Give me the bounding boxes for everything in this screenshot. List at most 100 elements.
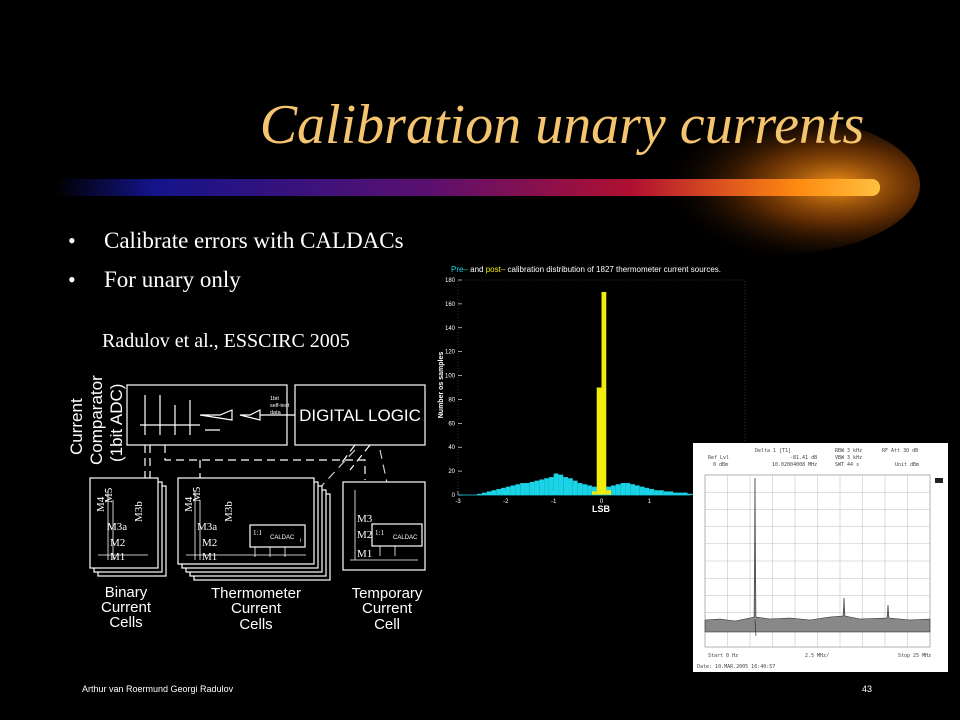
y-tick-label: 140 (445, 326, 456, 332)
binary-stack (89, 477, 167, 577)
histogram-bar (496, 489, 502, 495)
cell-labels: Binary Current Cells Thermometer Current… (101, 584, 423, 633)
histogram-bar (639, 486, 645, 495)
histogram-bar (620, 483, 626, 495)
page-number: 43 (862, 684, 872, 694)
histogram-bar (587, 485, 592, 495)
spec-text: -81.41 dB (790, 455, 817, 461)
screen-icon (935, 478, 943, 483)
title-connector: and (470, 265, 483, 274)
histogram-bar (563, 477, 569, 495)
x-tick-label: 1 (648, 499, 652, 505)
y-axis-label: Number os samples (438, 352, 445, 419)
comparator-wires (140, 395, 295, 435)
histogram-bar (520, 483, 525, 495)
histogram-bar (558, 474, 564, 495)
diagram-label: self-test (270, 403, 290, 409)
spec-text: SWT 44 s (835, 462, 859, 468)
y-tick-label: 120 (445, 350, 456, 356)
x-tick-label: -1 (551, 499, 557, 505)
y-tick-label: 0 (452, 493, 456, 499)
diagram-label: Current (362, 600, 413, 617)
x-tick-label: 0 (600, 499, 604, 505)
transistor: M5 (103, 487, 115, 503)
histogram-bar (668, 491, 674, 495)
caldac: CALDAC (393, 535, 418, 541)
slide-title: Calibration unary currents (260, 94, 865, 156)
histogram-bar (625, 483, 631, 495)
histogram-bar (553, 473, 559, 495)
diagram-label: Comparator (87, 375, 106, 465)
footer-author: Arthur van Roermund Georgi Radulov (82, 684, 234, 694)
transistor: M3a (107, 521, 127, 533)
spec-text: 2.5 MHz/ (805, 653, 829, 659)
spec-text: RBW 3 kHz (835, 448, 862, 454)
spec-text: VBW 3 kHz (835, 455, 862, 461)
histogram-bar (515, 484, 521, 495)
histogram-bar (682, 492, 688, 495)
histogram-bar (634, 485, 640, 495)
temporary-cell (342, 481, 426, 571)
title-text: calibration distribution of 1827 thermom… (508, 265, 721, 274)
histogram-bar (529, 481, 535, 495)
histogram-bar (658, 490, 664, 495)
bullet-dot: • (68, 228, 76, 253)
transistor: M2 (202, 537, 217, 549)
cell-wires (98, 490, 418, 561)
transistor: M1 (202, 551, 217, 563)
histogram-bar (481, 492, 487, 495)
caldac: CALDAC (270, 535, 295, 541)
histogram-bar (591, 491, 597, 495)
spec-text: RF Att 30 dB (882, 448, 918, 454)
citation: Radulov et al., ESSCIRC 2005 (102, 330, 350, 352)
histogram-bar (654, 490, 659, 495)
diagram-label: Cells (239, 616, 272, 633)
histogram-bar (615, 484, 621, 495)
histogram-bar (601, 291, 607, 495)
transistor: M5 (191, 486, 203, 502)
y-tick-label: 60 (448, 421, 455, 427)
logic-label: DIGITAL LOGIC (299, 406, 421, 425)
histogram-bar (491, 490, 497, 495)
transistor: M3b (223, 501, 235, 522)
spectrum-marker (754, 619, 757, 637)
thermometer-stack (177, 477, 331, 581)
title-bar (55, 179, 880, 196)
histogram-bar (577, 483, 583, 495)
histogram-title: Pre– and post– calibration distribution … (451, 265, 721, 274)
spec-text: Unit dBm (895, 462, 919, 468)
spec-text: 0 dBm (713, 462, 728, 468)
histogram-bar (572, 480, 578, 495)
transistor: M3 (357, 513, 373, 525)
spec-text: Stop 25 MHz (898, 653, 931, 659)
diagram-label: Cell (374, 616, 400, 633)
caldac-index: i (300, 538, 301, 544)
spectrum-trace (704, 477, 931, 633)
histogram-bar (644, 487, 650, 495)
x-tick-label: -2 (503, 499, 509, 505)
bullet: For unary only (104, 267, 241, 292)
transistor: M1 (357, 548, 372, 560)
histogram-bar (678, 492, 683, 495)
histogram-bar (524, 483, 530, 495)
diagram-label: Temporary (352, 585, 423, 602)
diagram-label: Current (231, 600, 282, 617)
transistor: M4 (183, 496, 195, 512)
y-tick-label: 160 (445, 302, 456, 308)
histogram-bar (539, 479, 545, 495)
diagram-text: Current Comparator (1bit ADC) 1bit self-… (67, 375, 423, 633)
comparator-label: Current Comparator (1bit ADC) (67, 375, 126, 465)
y-tick-label: 100 (445, 374, 456, 380)
transistor: M2 (110, 537, 125, 549)
legend-pre: Pre– (451, 265, 468, 274)
spec-text: 10.02004008 MHz (772, 462, 817, 468)
y-tick-label: 180 (445, 278, 456, 284)
histogram-bar (663, 491, 669, 495)
x-tick-label: -3 (455, 499, 461, 505)
transistor: M2 (357, 529, 372, 541)
histogram-bar (548, 477, 554, 495)
histogram-bar (611, 485, 616, 495)
histogram-bar (591, 486, 597, 495)
